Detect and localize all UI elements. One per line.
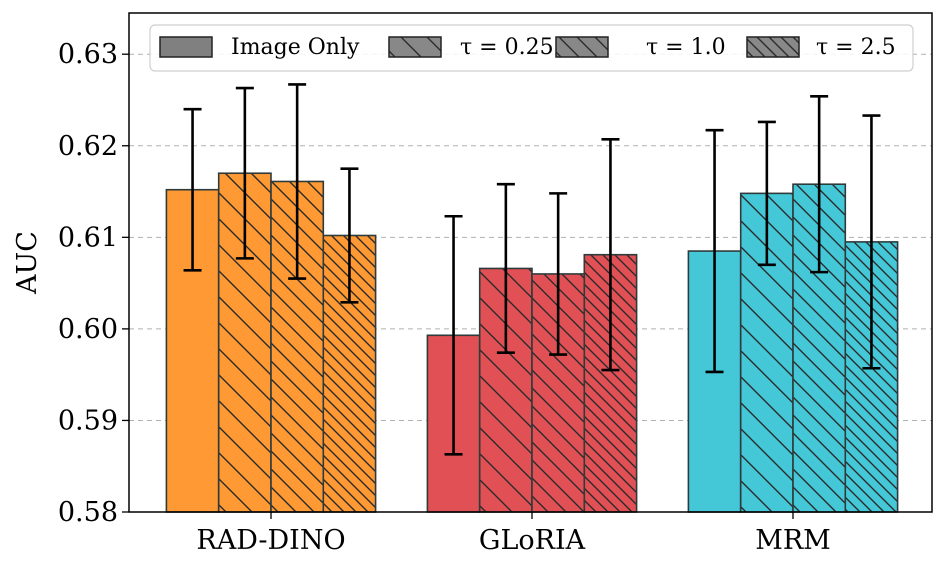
legend-label: τ = 2.5 [816,35,896,60]
legend-swatch-hatch [747,37,799,57]
legend-swatch-outline [159,36,213,58]
y-tick-label: 0.63 [58,39,118,70]
axes: 0.58 0.59 0.60 0.61 0.62 0.63 RAD-DINO GLoRIA MR… [58,39,831,556]
bars [165,172,899,513]
x-tick-label: MRM [755,525,831,556]
legend-label: τ = 1.0 [646,35,726,60]
legend-label: τ = 0.25 [460,35,554,60]
legend-swatch [160,37,212,57]
y-axis-label: AUC [12,231,43,295]
x-tick-label: RAD-DINO [196,525,345,556]
legend-swatch-hatch [389,37,441,57]
y-tick-label: 0.59 [58,405,118,436]
legend-swatch-outline [555,36,609,58]
legend-label: Image Only [231,35,360,60]
error-bars [183,83,881,456]
legend-swatch-outline [746,36,800,58]
plot-frame [128,12,933,513]
y-tick-label: 0.61 [58,222,118,253]
legend-swatch-hatch [556,37,608,57]
legend: Image Only τ = 0.25 τ = 1.0 τ = 2.5 [149,24,914,72]
y-tick-label: 0.58 [58,497,118,528]
legend-frame [149,24,914,72]
legend-swatch-outline [388,36,442,58]
y-tick-label: 0.62 [58,131,118,162]
x-tick-label: GLoRIA [479,525,586,556]
y-tick-label: 0.60 [58,314,118,345]
